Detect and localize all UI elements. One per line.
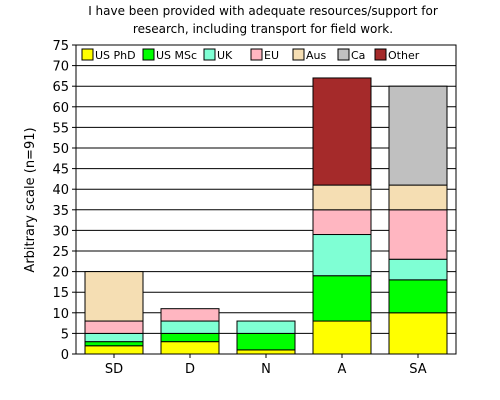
bar-segment [388,258,448,281]
bar-segment [84,332,144,343]
legend-swatch [142,48,155,61]
legend-entry: Aus [306,49,326,62]
y-tick-label: 65 [52,80,69,95]
y-tick-label: 75 [52,39,69,54]
legend-entry: US MSc [156,49,197,62]
y-tick-label: 30 [52,224,69,239]
x-tick-label: A [338,362,347,377]
bar-segment [160,320,220,334]
bar-segment [312,184,372,211]
bar-segment [84,345,144,355]
legend-swatch [374,48,387,61]
legend-swatch [81,48,94,61]
bar-segment [84,341,144,347]
bar-segment [312,209,372,236]
bars [84,77,448,355]
legend-swatch [337,48,350,61]
legend-entry: US PhD [95,49,136,62]
x-tick-label: N [261,362,271,377]
y-tick-label: 50 [52,142,69,157]
legend-swatch [250,48,263,61]
plot-frame [75,44,457,355]
y-tick-label: 5 [61,327,69,342]
legend-entry: Ca [351,49,365,62]
bar-segment [388,312,448,355]
bar-segment [160,341,220,355]
bar-segment [236,349,296,355]
y-tick-label: 60 [52,101,69,116]
y-tick-label: 25 [52,245,69,260]
chart-title-line-1: I have been provided with adequate resou… [88,4,438,18]
bar-segment [160,332,220,343]
bar-segment [160,308,220,322]
legend-entry: Other [388,49,420,62]
legend-entry: UK [217,49,233,62]
chart-title-line-2: research, including transport for field … [133,22,393,36]
y-tick-label: 55 [52,121,69,136]
bar-segment [388,184,448,211]
legend-swatch [292,48,305,61]
bar-segment [388,209,448,260]
legend-swatch [203,48,216,61]
y-tick-label: 0 [61,348,69,363]
y-tick-label: 45 [52,163,69,178]
y-tick-label: 40 [52,183,69,198]
bar-segment [312,320,372,355]
y-tick-label: 35 [52,204,69,219]
bar-segment [236,332,296,351]
y-axis-label: Arbitrary scale (n=91) [23,127,38,272]
y-tick-label: 15 [52,286,69,301]
legend: US PhD US MSc UK EU Aus Ca Other [80,47,420,64]
x-tick-label: SD [105,362,123,377]
y-tick-label: 20 [52,266,69,281]
y-tick-label: 10 [52,307,69,322]
bar-segment [312,234,372,277]
bar-segment [236,320,296,334]
bar-segment [312,77,372,186]
legend-background [80,47,412,64]
bar-segment [388,279,448,314]
x-tick-label: SA [409,362,426,377]
bar-segment [388,85,448,186]
bar-segment [84,320,144,334]
bar-segment [312,275,372,322]
y-tick-label: 70 [52,60,69,75]
x-tick-label: D [185,362,195,377]
legend-entry: EU [264,49,279,62]
bar-segment [84,271,144,322]
axes: 0 5 10 15 20 25 30 35 40 45 50 55 60 65 70 75 SD D N A SA [52,39,457,377]
